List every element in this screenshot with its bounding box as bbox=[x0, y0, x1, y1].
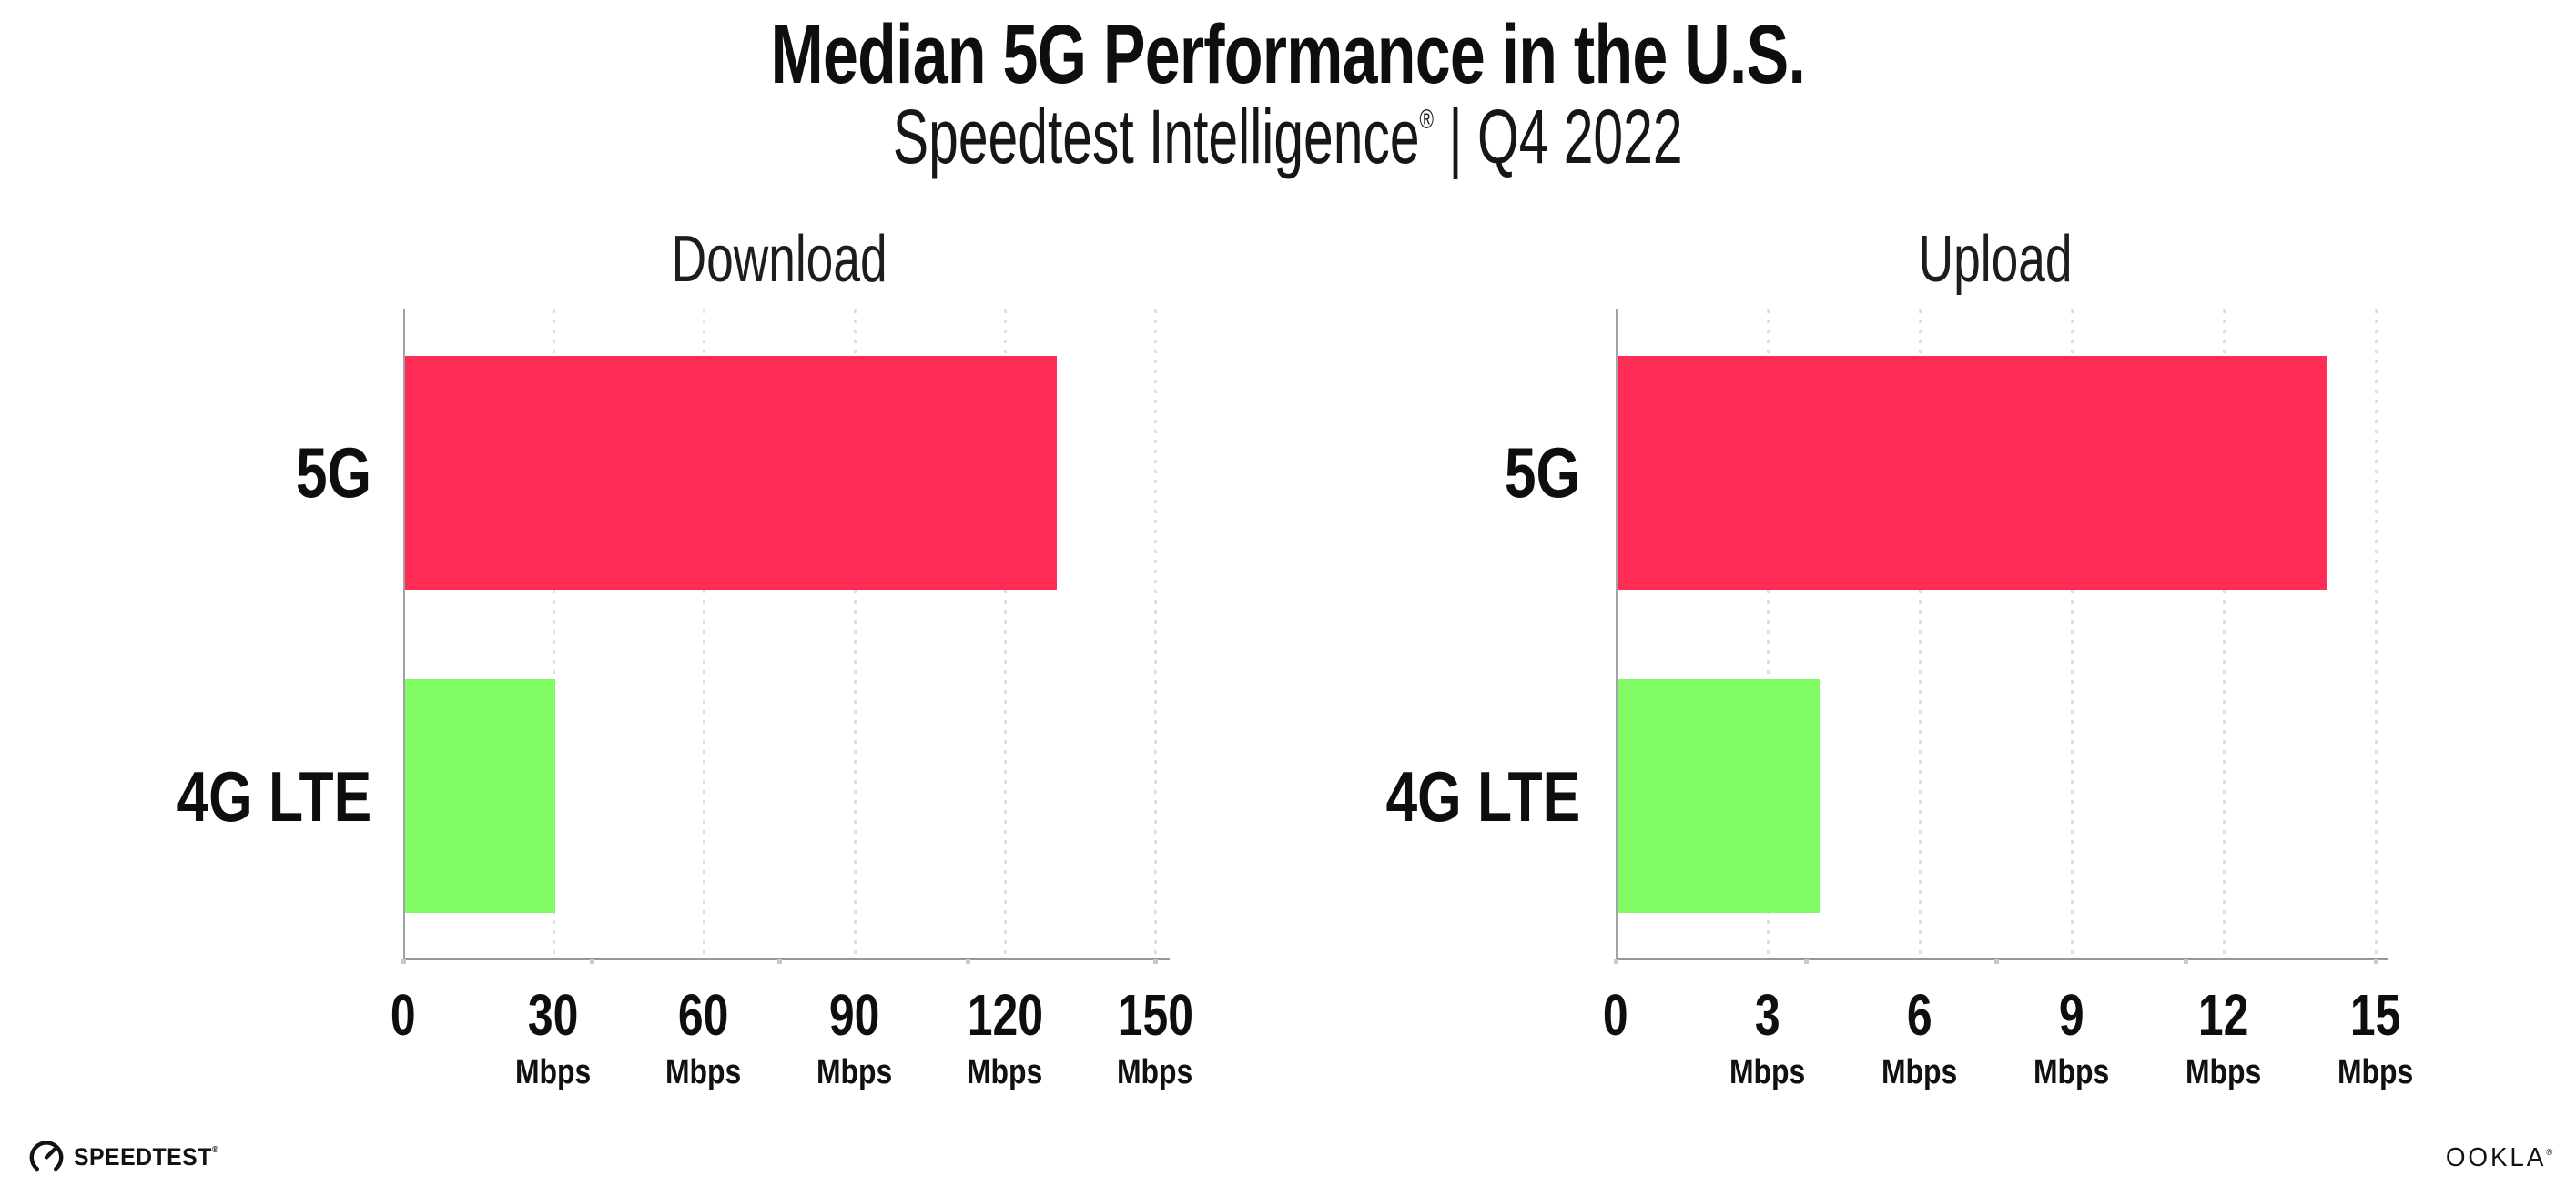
tick-unit: Mbps bbox=[665, 1053, 742, 1091]
upload-minor-tick bbox=[2184, 959, 2189, 964]
download-category-label-5g: 5G bbox=[71, 437, 371, 508]
speedtest-gauge-icon bbox=[27, 1138, 66, 1176]
speedtest-wordmark-text: SPEEDTEST bbox=[74, 1142, 212, 1171]
label-4glte-text: 4G LTE bbox=[177, 756, 371, 837]
upload-gridline-12 bbox=[2223, 309, 2226, 958]
speedtest-wordmark: SPEEDTEST® bbox=[74, 1143, 218, 1172]
upload-bar-4glte bbox=[1618, 679, 1820, 913]
download-tick-150: 150 Mbps bbox=[1055, 986, 1255, 1090]
tick-unit: Mbps bbox=[515, 1053, 592, 1091]
tick-value: 90 bbox=[829, 982, 880, 1048]
upload-tick-15: 15 Mbps bbox=[2276, 986, 2476, 1090]
download-gridline-120 bbox=[1003, 309, 1007, 958]
page-title-text: Median 5G Performance in the U.S. bbox=[770, 8, 1806, 101]
download-bar-4glte bbox=[405, 679, 556, 913]
download-tick-30: 30 Mbps bbox=[453, 986, 654, 1090]
upload-category-label-5g: 5G bbox=[1280, 437, 1580, 508]
download-x-axis-line bbox=[403, 958, 1170, 960]
download-chart-title-text: Download bbox=[671, 223, 887, 296]
tick-value: 9 bbox=[2059, 982, 2084, 1048]
tick-value: 120 bbox=[967, 982, 1043, 1048]
download-chart-title: Download bbox=[403, 222, 1155, 297]
tick-value: 0 bbox=[390, 982, 416, 1048]
page-subtitle: Speedtest Intelligence® | Q4 2022 bbox=[0, 93, 2576, 181]
upload-tick-9: 9 Mbps bbox=[1972, 986, 2172, 1090]
page-title: Median 5G Performance in the U.S. bbox=[0, 7, 2576, 103]
download-minor-tick bbox=[777, 959, 782, 964]
ookla-registered-mark: ® bbox=[2545, 1148, 2552, 1158]
label-4glte-text: 4G LTE bbox=[1385, 756, 1580, 837]
tick-unit: Mbps bbox=[2033, 1053, 2110, 1091]
upload-tick-6: 6 Mbps bbox=[1820, 986, 2020, 1090]
label-5g-text: 5G bbox=[1504, 432, 1580, 512]
tick-unit: Mbps bbox=[1729, 1053, 1806, 1091]
tick-value: 6 bbox=[1907, 982, 1932, 1048]
upload-tick-0: 0 bbox=[1516, 986, 1716, 1044]
download-minor-tick bbox=[589, 959, 594, 964]
upload-gridline-15 bbox=[2375, 309, 2378, 958]
tick-unit: Mbps bbox=[2338, 1053, 2414, 1091]
download-tick-0: 0 bbox=[303, 986, 503, 1044]
upload-y-axis-line bbox=[1616, 309, 1618, 958]
tick-value: 12 bbox=[2198, 982, 2249, 1048]
tick-value: 150 bbox=[1117, 982, 1193, 1048]
tick-value: 0 bbox=[1603, 982, 1628, 1048]
upload-category-label-4glte: 4G LTE bbox=[1280, 761, 1580, 832]
subtitle-period: | Q4 2022 bbox=[1434, 94, 1683, 179]
upload-x-axis-line bbox=[1616, 958, 2388, 960]
upload-gridline-6 bbox=[1919, 309, 1922, 958]
subtitle-brand: Speedtest Intelligence bbox=[893, 94, 1420, 179]
download-gridline-90 bbox=[853, 309, 857, 958]
upload-minor-tick bbox=[2374, 959, 2378, 964]
ookla-wordmark-text: OOKLA bbox=[2445, 1143, 2546, 1172]
upload-minor-tick bbox=[1803, 959, 1809, 964]
upload-chart-title: Upload bbox=[1616, 222, 2376, 297]
tick-value: 30 bbox=[528, 982, 579, 1048]
tick-unit: Mbps bbox=[2186, 1053, 2262, 1091]
ookla-logo: OOKLA® bbox=[2441, 1143, 2552, 1173]
download-bar-5g bbox=[405, 356, 1057, 590]
tick-unit: Mbps bbox=[1117, 1053, 1193, 1091]
upload-chart-title-text: Upload bbox=[1919, 223, 2073, 296]
tick-value: 15 bbox=[2350, 982, 2401, 1048]
download-category-label-4glte: 4G LTE bbox=[71, 761, 371, 832]
upload-plot-area bbox=[1614, 309, 2388, 964]
upload-tick-12: 12 Mbps bbox=[2124, 986, 2324, 1090]
upload-minor-tick bbox=[1993, 959, 1999, 964]
upload-tick-3: 3 Mbps bbox=[1668, 986, 1868, 1090]
label-5g-text: 5G bbox=[295, 432, 371, 512]
download-tick-90: 90 Mbps bbox=[755, 986, 955, 1090]
upload-bar-5g bbox=[1618, 356, 2328, 590]
download-minor-tick bbox=[1153, 959, 1158, 964]
upload-gridline-3 bbox=[1767, 309, 1770, 958]
tick-unit: Mbps bbox=[1881, 1053, 1958, 1091]
ookla-wordmark: OOKLA® bbox=[2446, 1143, 2552, 1173]
download-y-axis-line bbox=[403, 309, 405, 958]
download-tick-60: 60 Mbps bbox=[603, 986, 804, 1090]
download-minor-tick bbox=[965, 959, 970, 964]
speedtest-logo: SPEEDTEST® bbox=[27, 1138, 231, 1176]
download-gridline-30 bbox=[553, 309, 556, 958]
download-minor-tick bbox=[401, 959, 406, 964]
download-plot-area bbox=[401, 309, 1170, 964]
speedtest-registered-mark: ® bbox=[211, 1144, 219, 1155]
page-subtitle-text: Speedtest Intelligence® | Q4 2022 bbox=[893, 93, 1683, 181]
tick-value: 3 bbox=[1755, 982, 1780, 1048]
upload-gridline-9 bbox=[2071, 309, 2074, 958]
registered-mark: ® bbox=[1419, 105, 1435, 135]
download-gridline-150 bbox=[1154, 309, 1157, 958]
upload-minor-tick bbox=[1614, 959, 1618, 964]
tick-unit: Mbps bbox=[967, 1053, 1043, 1091]
tick-unit: Mbps bbox=[816, 1053, 893, 1091]
download-tick-120: 120 Mbps bbox=[905, 986, 1105, 1090]
download-gridline-60 bbox=[703, 309, 706, 958]
tick-value: 60 bbox=[678, 982, 729, 1048]
